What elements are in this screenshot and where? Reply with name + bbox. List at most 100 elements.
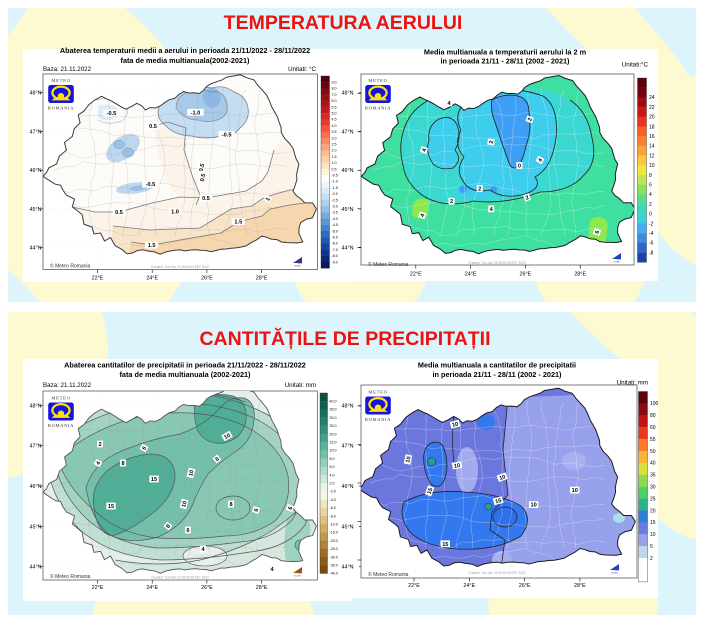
svg-text:20: 20: [650, 508, 656, 514]
svg-text:METEO: METEO: [51, 396, 70, 401]
svg-text:47°N: 47°N: [29, 129, 41, 135]
svg-text:4: 4: [270, 567, 274, 573]
svg-text:35.0: 35.0: [330, 408, 337, 412]
svg-text:in perioada 21/11 - 28/11 (200: in perioada 21/11 - 28/11 (2002 - 2021): [433, 370, 563, 379]
svg-text:fata de media multianuala(2002: fata de media multianuala(2002-2021): [121, 56, 251, 65]
svg-text:6: 6: [186, 528, 189, 534]
svg-text:0.5: 0.5: [202, 196, 210, 202]
svg-text:-6.0: -6.0: [332, 242, 338, 246]
svg-text:ROMANIA: ROMANIA: [365, 417, 391, 422]
svg-text:80: 80: [650, 413, 656, 419]
svg-text:-6: -6: [649, 241, 654, 247]
svg-text:-3.5: -3.5: [332, 211, 338, 215]
svg-text:2.0: 2.0: [330, 481, 335, 485]
svg-text:44°N: 44°N: [342, 565, 354, 571]
svg-text:6: 6: [649, 182, 652, 188]
svg-text:8: 8: [229, 502, 232, 508]
svg-text:15: 15: [650, 520, 656, 526]
svg-text:-4.5: -4.5: [332, 223, 338, 227]
svg-text:-10.0: -10.0: [330, 522, 338, 526]
svg-text:16: 16: [649, 134, 655, 140]
svg-text:1: 1: [265, 197, 272, 203]
svg-text:0.5: 0.5: [149, 124, 157, 130]
svg-text:2: 2: [649, 202, 652, 208]
svg-text:55: 55: [650, 437, 656, 443]
svg-text:20: 20: [649, 115, 655, 121]
svg-text:6: 6: [595, 230, 602, 235]
svg-text:46°N: 46°N: [29, 484, 41, 490]
svg-text:2: 2: [478, 186, 481, 192]
svg-text:24°E: 24°E: [465, 272, 477, 278]
svg-text:10: 10: [223, 433, 231, 441]
svg-text:NCAR: NCAR: [294, 265, 301, 268]
svg-text:46°N: 46°N: [342, 168, 354, 174]
svg-text:40.0: 40.0: [330, 399, 337, 403]
svg-text:100: 100: [650, 401, 659, 407]
svg-text:18: 18: [649, 124, 655, 130]
svg-text:-4.0: -4.0: [332, 217, 338, 221]
svg-text:© Meteo Romania: © Meteo Romania: [50, 573, 91, 580]
svg-text:-40.0: -40.0: [330, 572, 338, 576]
svg-text:46°N: 46°N: [29, 168, 41, 174]
svg-text:3.0: 3.0: [332, 136, 337, 140]
svg-text:6: 6: [141, 446, 148, 452]
svg-text:22°E: 22°E: [410, 272, 422, 278]
svg-text:8: 8: [165, 524, 172, 530]
svg-text:in perioada 21/11 - 28/11 (200: in perioada 21/11 - 28/11 (2002 - 2021): [441, 57, 571, 66]
svg-text:Media multianuala a temperatur: Media multianuala a temperaturii aerului…: [424, 48, 587, 57]
svg-text:3.5: 3.5: [332, 130, 337, 134]
svg-text:4.5: 4.5: [332, 118, 337, 122]
svg-text:Created: Thu Jan 26 20:02:03 E: Created: Thu Jan 26 20:02:03 EET 2022: [468, 571, 526, 575]
svg-text:8.0: 8.0: [330, 457, 335, 461]
svg-text:48°N: 48°N: [29, 91, 41, 97]
svg-text:-35.0: -35.0: [330, 563, 338, 567]
svg-text:25: 25: [650, 496, 656, 502]
svg-text:10: 10: [452, 421, 460, 428]
svg-text:9.0: 9.0: [332, 80, 337, 84]
svg-text:4: 4: [95, 460, 102, 466]
svg-text:0.5: 0.5: [199, 163, 206, 172]
svg-text:0.5: 0.5: [115, 210, 123, 216]
svg-text:4: 4: [537, 157, 544, 163]
svg-text:6.0: 6.0: [332, 99, 337, 103]
svg-text:22°E: 22°E: [92, 276, 104, 282]
svg-text:NCAR: NCAR: [611, 572, 618, 575]
svg-text:10: 10: [181, 500, 188, 508]
svg-text:-2.0: -2.0: [332, 192, 338, 196]
svg-text:50: 50: [650, 449, 656, 455]
svg-text:12: 12: [649, 153, 655, 159]
svg-text:-8.0: -8.0: [332, 254, 338, 258]
svg-text:4.0: 4.0: [332, 124, 337, 128]
svg-text:26°E: 26°E: [201, 276, 213, 282]
svg-text:44°N: 44°N: [29, 565, 41, 571]
svg-text:45°N: 45°N: [342, 524, 354, 530]
svg-text:-4.0: -4.0: [330, 498, 336, 502]
svg-text:30: 30: [650, 484, 656, 490]
svg-text:0: 0: [518, 163, 521, 169]
svg-text:-8: -8: [649, 250, 654, 256]
svg-text:1.0: 1.0: [332, 161, 337, 165]
svg-text:-1.5: -1.5: [332, 186, 338, 190]
svg-text:7.0: 7.0: [332, 93, 337, 97]
svg-text:46°N: 46°N: [342, 484, 354, 490]
svg-text:5: 5: [650, 544, 653, 550]
svg-text:10: 10: [530, 503, 536, 509]
svg-text:-25.0: -25.0: [330, 547, 338, 551]
svg-text:ROMANIA: ROMANIA: [48, 423, 74, 428]
svg-text:40: 40: [650, 461, 656, 467]
svg-text:28°E: 28°E: [574, 272, 586, 278]
svg-text:Created: Tue Nov 22 06:00:04 E: Created: Tue Nov 22 06:00:04 EET 2022: [151, 265, 209, 269]
svg-text:Baza: 21.11.2022: Baza: 21.11.2022: [43, 66, 92, 73]
svg-text:TEMPERATURA AERULUI: TEMPERATURA AERULUI: [224, 12, 463, 34]
svg-text:47°N: 47°N: [29, 444, 41, 450]
svg-text:© Meteo Romania: © Meteo Romania: [50, 263, 91, 270]
svg-text:22°E: 22°E: [408, 583, 420, 589]
svg-text:-0.5: -0.5: [146, 182, 156, 188]
svg-text:15: 15: [495, 498, 503, 505]
svg-text:48°N: 48°N: [342, 403, 354, 409]
svg-text:44°N: 44°N: [342, 246, 354, 252]
svg-text:Unitati: mm: Unitati: mm: [285, 382, 316, 389]
svg-text:4: 4: [422, 147, 429, 153]
svg-text:24°E: 24°E: [146, 276, 158, 282]
svg-text:24°E: 24°E: [146, 585, 158, 591]
